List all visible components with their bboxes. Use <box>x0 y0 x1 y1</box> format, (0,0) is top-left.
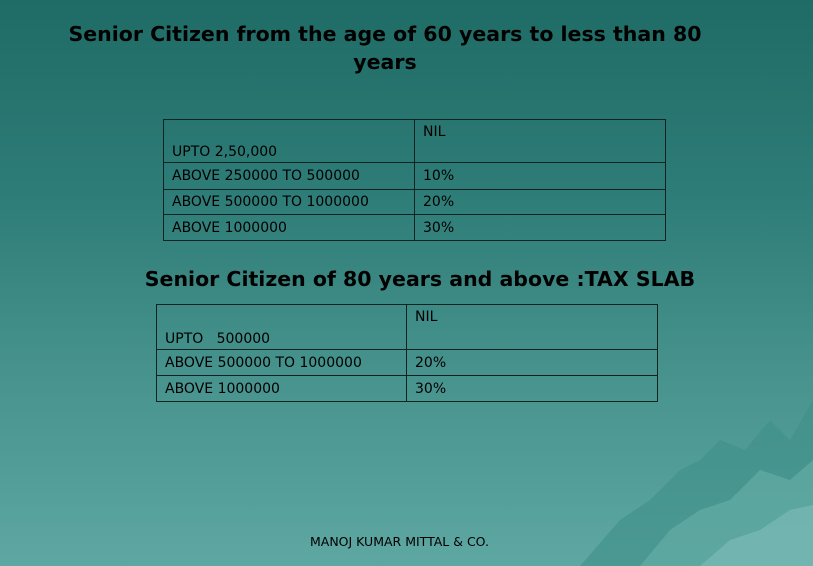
table-row: ABOVE 1000000 30% <box>156 375 658 402</box>
table-row: ABOVE 500000 TO 1000000 20% <box>163 189 666 215</box>
slab-cell: ABOVE 1000000 <box>156 375 407 402</box>
table-row: UPTO 500000 NIL <box>156 304 658 350</box>
rate-cell: 20% <box>406 349 658 376</box>
slab-cell: ABOVE 250000 TO 500000 <box>163 162 415 190</box>
table-row: ABOVE 1000000 30% <box>163 214 666 241</box>
heading-80-above: Senior Citizen of 80 years and above :TA… <box>144 267 696 291</box>
table-row: ABOVE 250000 TO 500000 10% <box>163 162 666 190</box>
slab-cell: ABOVE 500000 TO 1000000 <box>163 189 415 215</box>
rate-cell: 20% <box>414 189 666 215</box>
slab-cell: ABOVE 1000000 <box>163 214 415 241</box>
footer-firm-name: MANOJ KUMAR MITTAL & CO. <box>310 534 489 549</box>
slab-cell: UPTO 2,50,000 <box>163 119 415 163</box>
rate-cell: NIL <box>414 119 666 163</box>
slab-cell: ABOVE 500000 TO 1000000 <box>156 349 407 376</box>
rate-cell: 10% <box>414 162 666 190</box>
rate-cell: 30% <box>414 214 666 241</box>
slab-cell: UPTO 500000 <box>156 304 407 350</box>
rate-cell: 30% <box>406 375 658 402</box>
table-row: ABOVE 500000 TO 1000000 20% <box>156 349 658 376</box>
table-row: UPTO 2,50,000 NIL <box>163 119 666 163</box>
rate-cell: NIL <box>406 304 658 350</box>
heading-60-to-80: Senior Citizen from the age of 60 years … <box>68 22 702 74</box>
tax-slab-table-60-80: UPTO 2,50,000 NIL ABOVE 250000 TO 500000… <box>163 119 666 241</box>
tax-slab-table-80-above: UPTO 500000 NIL ABOVE 500000 TO 1000000 … <box>156 304 658 402</box>
